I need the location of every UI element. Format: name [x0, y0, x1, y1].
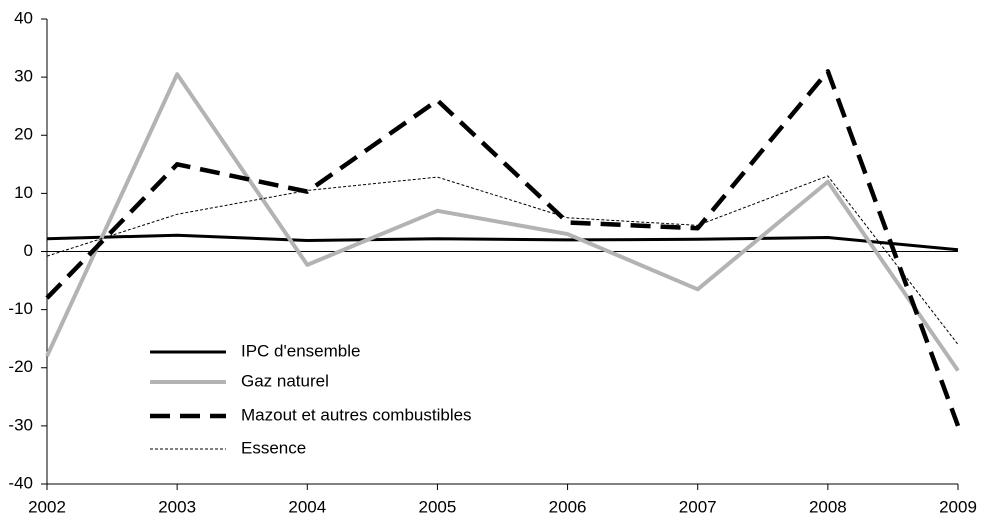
x-tick-label: 2007 [679, 497, 717, 516]
x-tick-label: 2006 [549, 497, 587, 516]
x-tick-label: 2004 [288, 497, 326, 516]
legend-label: Mazout et autres combustibles [241, 405, 472, 424]
x-tick-label: 2009 [939, 497, 977, 516]
legend-label: Essence [241, 438, 306, 457]
y-tick-label: -40 [8, 473, 33, 492]
series-line [46, 175, 959, 345]
y-tick-label: 0 [24, 241, 33, 260]
series-line [46, 233, 959, 252]
y-tick-label: -20 [8, 357, 33, 376]
y-tick-label: 20 [14, 125, 33, 144]
y-tick-label: 30 [14, 67, 33, 86]
x-tick-label: 2005 [419, 497, 457, 516]
y-tick-label: -10 [8, 299, 33, 318]
y-tick-label: -30 [8, 415, 33, 434]
series-line [45, 72, 960, 372]
x-tick-label: 2008 [809, 497, 847, 516]
y-tick-label: 40 [14, 8, 33, 27]
legend-label: Gaz naturel [241, 371, 329, 390]
x-tick-label: 2003 [158, 497, 196, 516]
series-line [45, 69, 961, 427]
x-tick-label: 2002 [28, 497, 66, 516]
y-tick-label: 10 [14, 183, 33, 202]
legend-label: IPC d'ensemble [241, 341, 360, 360]
